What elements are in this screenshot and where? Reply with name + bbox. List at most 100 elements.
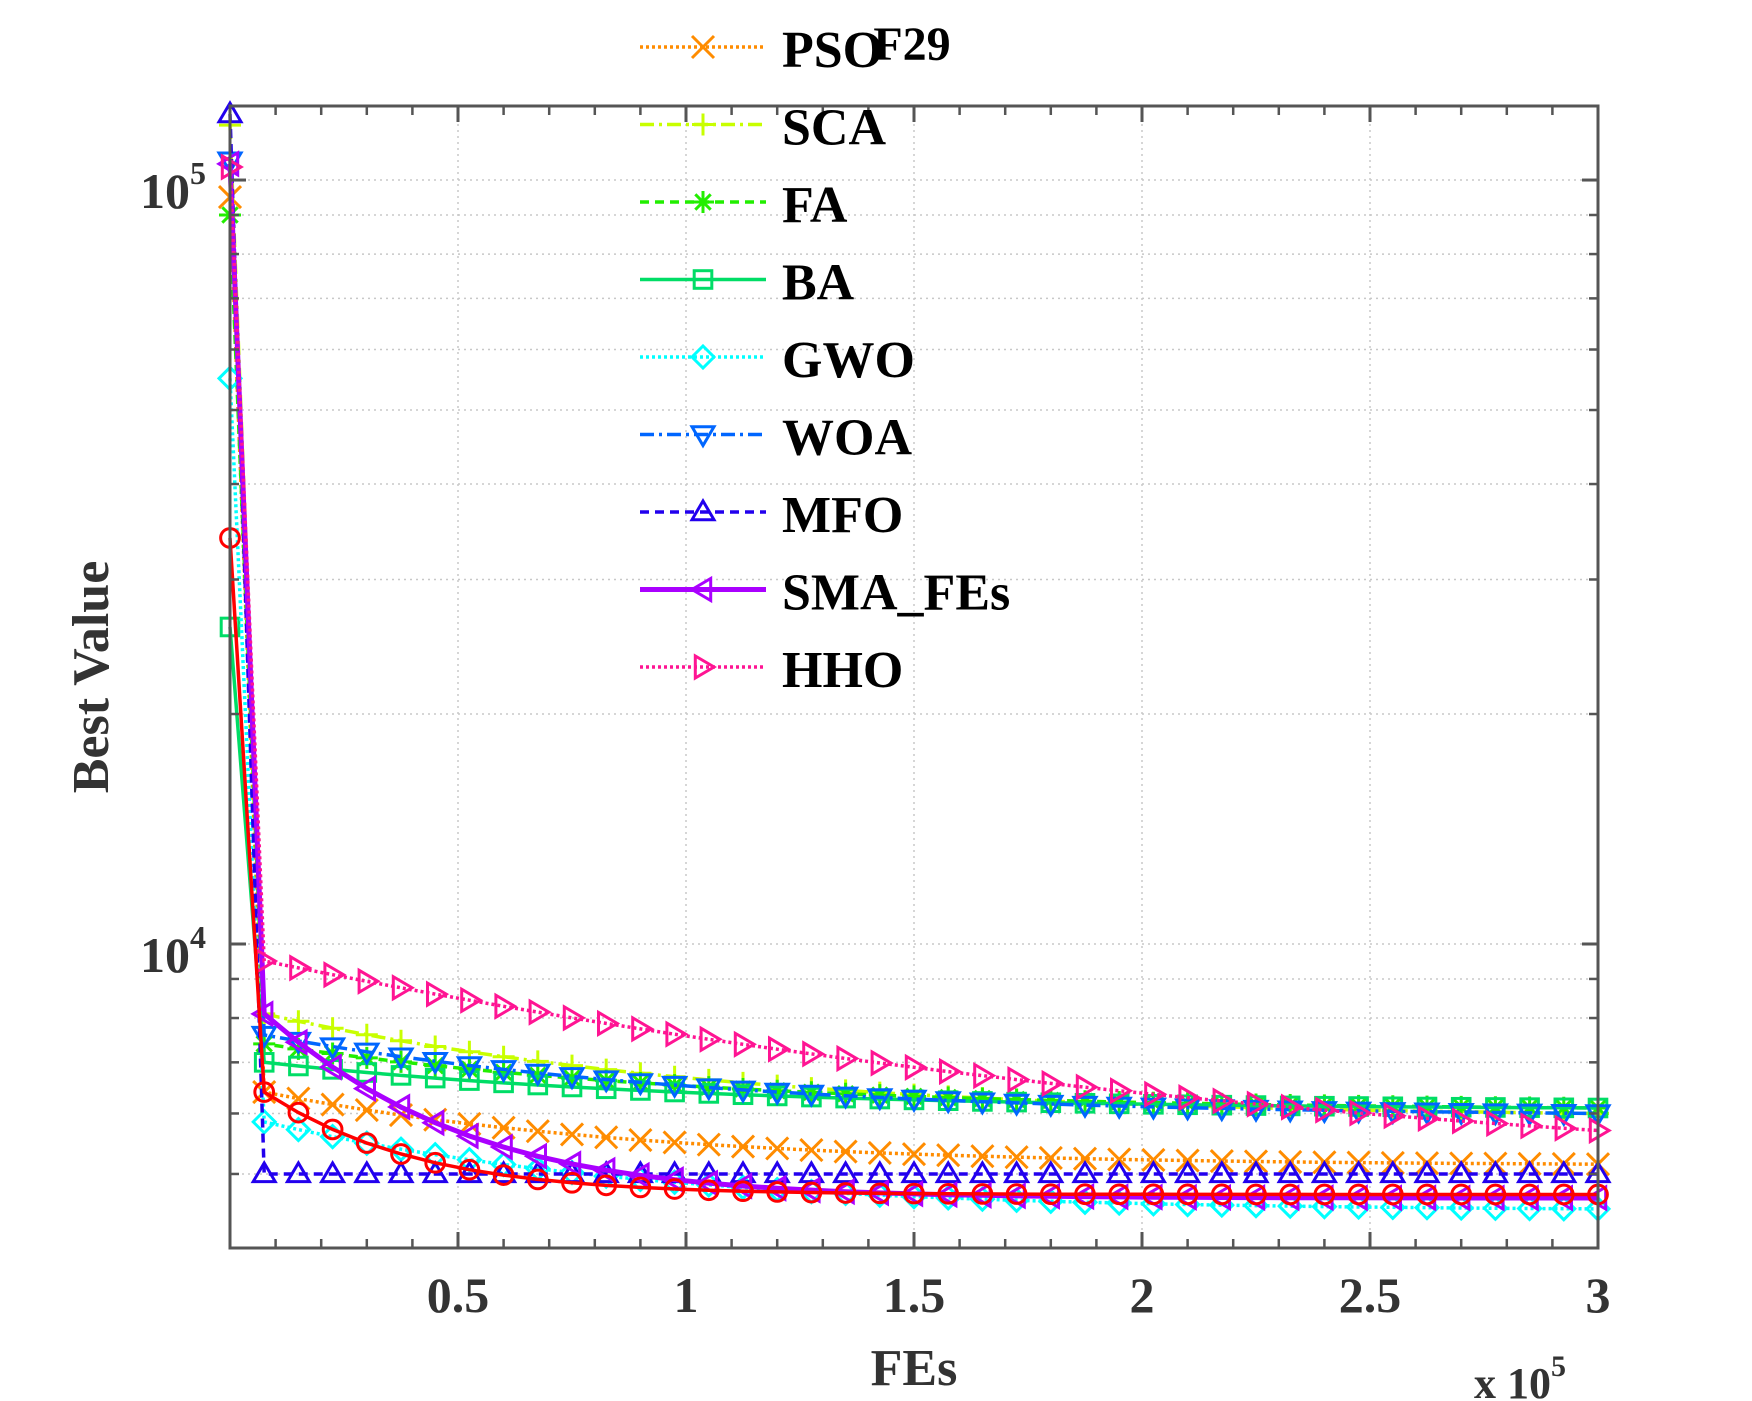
marker-star bbox=[834, 1082, 857, 1105]
marker-x bbox=[690, 34, 716, 60]
marker-circle bbox=[971, 1183, 994, 1205]
marker-triangle-right bbox=[836, 1044, 860, 1073]
marker-circle bbox=[663, 1178, 686, 1200]
marker-diamond bbox=[285, 1116, 312, 1143]
legend-item-ba: BA bbox=[640, 255, 855, 312]
marker-triangle-right bbox=[494, 992, 518, 1020]
marker-circle bbox=[1347, 1183, 1370, 1206]
marker-triangle-right bbox=[1588, 1116, 1612, 1145]
marker-triangle-right bbox=[1110, 1077, 1134, 1105]
legend-item-mfo: MFO bbox=[640, 487, 903, 544]
marker-circle bbox=[526, 1168, 549, 1191]
series-ba bbox=[219, 616, 1609, 1119]
marker-triangle-up bbox=[1276, 1160, 1304, 1184]
marker-circle bbox=[1005, 1183, 1028, 1205]
marker-triangle-right bbox=[1041, 1069, 1065, 1098]
marker-triangle-down bbox=[353, 1042, 381, 1066]
legend-item-gwo: GWO bbox=[640, 332, 915, 389]
marker-circle bbox=[903, 1182, 925, 1205]
marker-star bbox=[1108, 1091, 1131, 1114]
marker-x bbox=[867, 1140, 892, 1165]
legend-label: HHO bbox=[782, 642, 903, 699]
marker-star bbox=[1074, 1090, 1096, 1113]
y-tick-base: 10 bbox=[140, 927, 190, 983]
marker-triangle-right bbox=[1246, 1090, 1270, 1118]
marker-triangle-down bbox=[455, 1056, 484, 1080]
marker-circle bbox=[1039, 1183, 1062, 1206]
marker-triangle-up bbox=[387, 1160, 415, 1184]
marker-triangle-left bbox=[558, 1150, 582, 1178]
marker-plus bbox=[692, 113, 714, 136]
marker-x bbox=[354, 1097, 379, 1123]
marker-circle bbox=[800, 1181, 823, 1204]
marker-triangle-up bbox=[1173, 1160, 1202, 1184]
series-sma-fes bbox=[216, 150, 1608, 1212]
marker-square bbox=[493, 1072, 514, 1094]
marker-triangle-left bbox=[626, 1161, 650, 1190]
marker-triangle-up bbox=[250, 1160, 278, 1184]
marker-x bbox=[696, 1132, 721, 1157]
marker-triangle-right bbox=[289, 954, 313, 982]
legend-item-hho: HHO bbox=[640, 642, 903, 699]
legend-item-woa: WOA bbox=[640, 410, 912, 467]
marker-triangle-left bbox=[660, 1166, 684, 1194]
marker-triangle-right bbox=[1417, 1104, 1441, 1133]
y-axis-label: Best Value bbox=[63, 561, 120, 794]
x-tick-label: 1.5 bbox=[883, 1267, 946, 1323]
marker-circle bbox=[937, 1182, 960, 1205]
legend: PSO SCA FA BA GWO WOA MFO SMA_FEs HHO bbox=[640, 22, 1010, 699]
marker-triangle-down bbox=[1037, 1094, 1065, 1118]
series-line bbox=[228, 160, 1599, 1116]
marker-triangle-left bbox=[689, 575, 713, 604]
marker-star bbox=[971, 1087, 994, 1110]
marker-triangle-up bbox=[1105, 1160, 1133, 1184]
marker-triangle-right bbox=[391, 974, 415, 1002]
marker-triangle-down bbox=[660, 1075, 689, 1100]
marker-triangle-right bbox=[904, 1053, 928, 1081]
marker-circle bbox=[1484, 1183, 1507, 1206]
marker-star bbox=[697, 1076, 720, 1099]
marker-triangle-left bbox=[455, 1122, 479, 1150]
marker-triangle-up bbox=[900, 1160, 928, 1184]
marker-triangle-down bbox=[421, 1052, 449, 1076]
marker-x bbox=[1072, 1146, 1098, 1171]
marker-triangle-down bbox=[558, 1067, 586, 1091]
marker-triangle-down bbox=[387, 1047, 415, 1071]
x-tick-label: 0.5 bbox=[427, 1267, 490, 1323]
marker-circle bbox=[1313, 1183, 1336, 1206]
marker-square bbox=[527, 1074, 549, 1096]
marker-triangle-up bbox=[1037, 1160, 1065, 1184]
series-line bbox=[228, 626, 1599, 1110]
marker-square bbox=[692, 269, 714, 290]
marker-circle bbox=[1518, 1183, 1541, 1206]
y-tick-exponent: 5 bbox=[190, 155, 206, 191]
marker-triangle-down bbox=[689, 425, 717, 449]
y-tick-label: 105 bbox=[140, 155, 206, 219]
marker-triangle-up bbox=[1208, 1160, 1236, 1184]
marker-circle bbox=[1416, 1183, 1438, 1206]
marker-triangle-up bbox=[1481, 1160, 1510, 1184]
marker-x bbox=[970, 1144, 995, 1169]
marker-circle bbox=[868, 1182, 891, 1205]
x-tick-label: 2 bbox=[1130, 1267, 1155, 1323]
marker-circle bbox=[253, 1081, 276, 1103]
marker-star bbox=[424, 1054, 447, 1077]
marker-circle bbox=[355, 1132, 378, 1154]
marker-triangle-down bbox=[934, 1091, 962, 1115]
marker-star bbox=[492, 1061, 515, 1084]
marker-triangle-right bbox=[1349, 1099, 1373, 1127]
marker-triangle-right bbox=[1452, 1107, 1476, 1135]
marker-triangle-down bbox=[1002, 1093, 1031, 1117]
marker-triangle-right bbox=[1144, 1080, 1168, 1108]
marker-circle bbox=[834, 1182, 857, 1204]
marker-circle bbox=[321, 1118, 344, 1141]
marker-circle bbox=[595, 1174, 618, 1197]
y-tick-label: 104 bbox=[140, 919, 206, 983]
marker-triangle-down bbox=[626, 1073, 655, 1097]
marker-triangle-down bbox=[284, 1031, 313, 1055]
marker-triangle-right bbox=[1315, 1096, 1339, 1124]
marker-triangle-left bbox=[421, 1109, 445, 1137]
marker-triangle-down bbox=[763, 1082, 791, 1106]
marker-triangle-up bbox=[1071, 1160, 1099, 1184]
marker-triangle-up bbox=[1515, 1160, 1544, 1184]
